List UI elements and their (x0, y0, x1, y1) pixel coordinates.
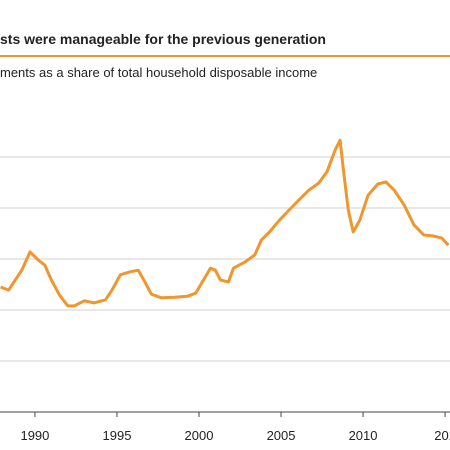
x-tick-label: 1995 (103, 428, 132, 443)
x-tick-label: 2005 (267, 428, 296, 443)
chart-subtitle: ments as a share of total household disp… (0, 65, 317, 80)
chart-title: sts were manageable for the previous gen… (0, 31, 326, 47)
x-tick-label: 201 (434, 428, 450, 443)
x-tick-label: 2000 (185, 428, 214, 443)
x-tick-label: 1990 (20, 428, 49, 443)
x-tick-label: 2010 (349, 428, 378, 443)
data-line (0, 138, 450, 308)
